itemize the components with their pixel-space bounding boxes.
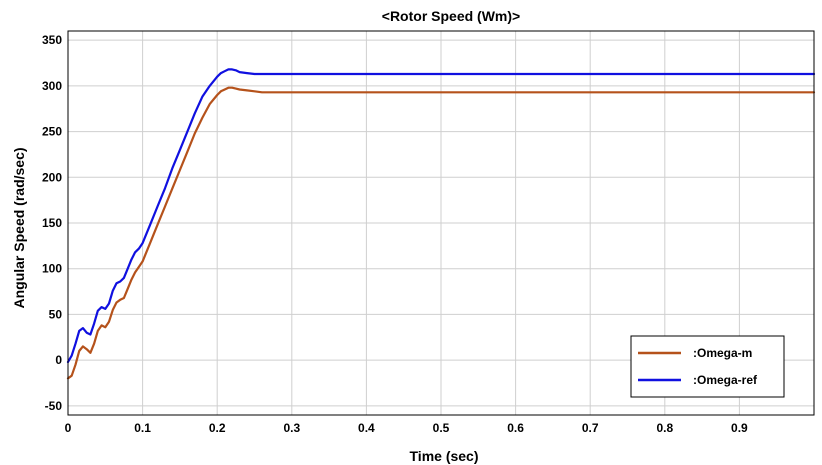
x-tick-label: 0.9 bbox=[731, 421, 748, 435]
legend-label-omega-ref: :Omega-ref bbox=[693, 373, 758, 387]
chart-title: <Rotor Speed (Wm)> bbox=[382, 8, 520, 24]
plot-frame bbox=[67, 30, 815, 416]
y-tick-label: 150 bbox=[42, 216, 62, 230]
y-tick-label: -50 bbox=[45, 399, 63, 413]
x-tick-label: 0.8 bbox=[656, 421, 673, 435]
x-tick-label: 0.4 bbox=[358, 421, 375, 435]
x-tick-label: 0.6 bbox=[507, 421, 524, 435]
y-tick-label: 250 bbox=[42, 125, 62, 139]
series-line-omega-m bbox=[66, 86, 816, 380]
x-tick-label: 0.2 bbox=[209, 421, 226, 435]
x-tick-label: 0.5 bbox=[433, 421, 450, 435]
legend-box bbox=[630, 335, 785, 398]
legend: :Omega-m :Omega-ref bbox=[630, 335, 785, 398]
ticks: 0 0.1 0.2 0.3 0.4 0.5 0.6 0.7 0.8 0.9-50050100150… bbox=[42, 33, 748, 435]
x-axis-label: Time (sec) bbox=[410, 448, 479, 464]
y-tick-label: 200 bbox=[42, 170, 62, 184]
y-tick-label: 50 bbox=[49, 307, 63, 321]
x-tick-label: 0 bbox=[65, 421, 72, 435]
y-axis-label: Angular Speed (rad/sec) bbox=[11, 147, 27, 308]
y-tick-label: 0 bbox=[55, 353, 62, 367]
y-tick-label: 100 bbox=[42, 262, 62, 276]
y-tick-label: 350 bbox=[42, 33, 62, 47]
series-line-omega-ref bbox=[66, 68, 816, 364]
x-tick-label: 0.7 bbox=[582, 421, 599, 435]
x-tick-label: 0.1 bbox=[134, 421, 151, 435]
legend-label-omega-m: :Omega-m bbox=[693, 346, 752, 360]
y-tick-label: 300 bbox=[42, 79, 62, 93]
series-layer bbox=[66, 68, 816, 380]
grid bbox=[67, 31, 814, 415]
x-tick-label: 0.3 bbox=[283, 421, 300, 435]
